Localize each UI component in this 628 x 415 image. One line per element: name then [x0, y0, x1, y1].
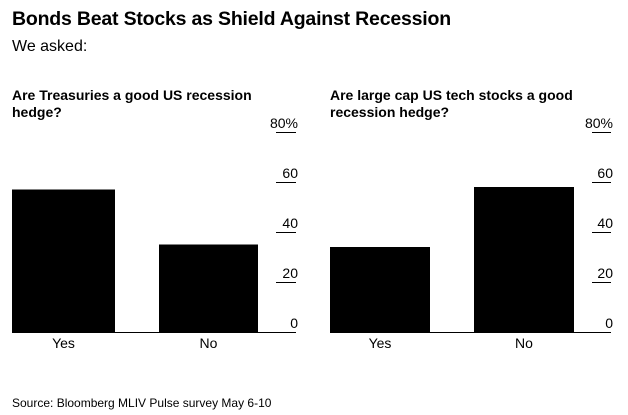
y-tick-label: 0 — [290, 315, 298, 331]
y-tick-label: 80% — [270, 115, 298, 131]
bar-yes — [12, 189, 115, 332]
bar-no — [474, 187, 574, 332]
chart-subtitle: We asked: — [12, 38, 88, 55]
left-bar-chart: 0 20 40 60 80% Yes No — [12, 115, 298, 351]
left-chart-question: Are Treasuries a good US recession hedge… — [12, 87, 252, 120]
source-note: Source: Bloomberg MLIV Pulse survey May … — [12, 396, 272, 410]
y-tick-label: 60 — [282, 165, 298, 181]
y-tick-label: 40 — [282, 215, 298, 231]
bar-yes — [330, 247, 430, 332]
x-category-label: No — [515, 335, 533, 351]
x-category-label: Yes — [369, 335, 392, 351]
y-tick-label: 20 — [597, 265, 613, 281]
y-tick-label: 0 — [605, 315, 613, 331]
x-category-label: No — [200, 335, 218, 351]
y-tick-label: 40 — [597, 215, 613, 231]
right-chart-question: Are large cap US tech stocks a good rece… — [330, 87, 573, 120]
right-bar-chart: 0 20 40 60 80% Yes No — [330, 115, 613, 351]
bar-no — [159, 244, 258, 332]
y-tick-label: 80% — [585, 115, 613, 131]
y-tick-label: 60 — [597, 165, 613, 181]
y-tick-label: 20 — [282, 265, 298, 281]
chart-title: Bonds Beat Stocks as Shield Against Rece… — [12, 8, 451, 30]
x-category-label: Yes — [52, 335, 75, 351]
